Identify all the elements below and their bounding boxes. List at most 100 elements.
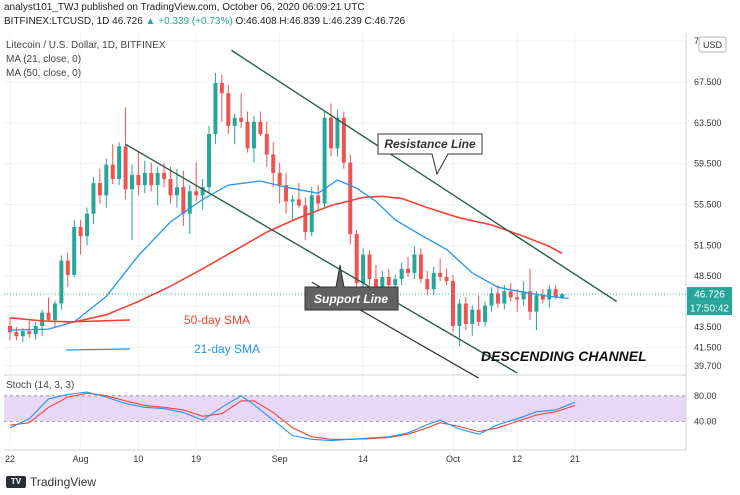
candle-body bbox=[322, 117, 327, 204]
candle-body bbox=[8, 325, 12, 333]
candle-body bbox=[483, 305, 488, 322]
stoch-legend[interactable]: Stoch (14, 3, 3) bbox=[6, 380, 74, 391]
candle-body bbox=[155, 172, 160, 186]
candle-body bbox=[239, 117, 244, 122]
chart-legend: Litecoin / U.S. Dollar, 1D, BITFINEX MA … bbox=[6, 40, 166, 391]
candle-body bbox=[129, 174, 134, 190]
candle-body bbox=[14, 332, 19, 337]
time-tick-label: 10 bbox=[133, 454, 143, 464]
price-badges: 46.726 17:50:42 bbox=[687, 287, 732, 316]
candle-body bbox=[521, 291, 526, 300]
support-label: Support Line bbox=[314, 292, 388, 306]
price-axis[interactable]: 71.50067.50063.50059.50055.50051.50048.5… bbox=[694, 36, 722, 371]
candle-body bbox=[399, 268, 404, 280]
ma21-legend[interactable]: MA (21, close, 0) bbox=[6, 54, 81, 65]
time-tick-label: Sep bbox=[272, 454, 288, 464]
ma50-legend[interactable]: MA (50, close, 0) bbox=[6, 68, 81, 79]
candle-body bbox=[547, 289, 552, 300]
candle-body bbox=[406, 268, 411, 273]
candle-body bbox=[354, 234, 359, 284]
candle-body bbox=[136, 174, 141, 186]
candle-body bbox=[258, 121, 263, 135]
price-tick-label: 55.500 bbox=[694, 200, 722, 210]
stoch-k-line bbox=[9, 391, 576, 442]
candle-body bbox=[104, 164, 109, 196]
candle-body bbox=[78, 226, 83, 237]
candle-body bbox=[52, 303, 57, 320]
price-tick-label: 39.700 bbox=[694, 361, 722, 371]
candle-body bbox=[284, 185, 289, 202]
candle-body bbox=[431, 272, 436, 290]
candle-body bbox=[534, 295, 539, 312]
candle-body bbox=[495, 293, 500, 304]
channel-label: DESCENDING CHANNEL bbox=[481, 348, 647, 364]
candle-body bbox=[329, 117, 333, 149]
candle-body bbox=[27, 331, 32, 335]
price-tick-label: 48.500 bbox=[694, 271, 722, 281]
vertical-grid bbox=[9, 33, 576, 447]
candle-body bbox=[425, 279, 430, 290]
candle-body bbox=[457, 303, 462, 326]
main-pane[interactable] bbox=[4, 33, 686, 375]
candle-body bbox=[97, 183, 102, 196]
candle-body bbox=[149, 172, 154, 186]
candle-body bbox=[341, 117, 346, 163]
candle-body bbox=[271, 154, 276, 173]
price-tick-label: 63.500 bbox=[694, 118, 722, 128]
sma21-label: 21-day SMA bbox=[194, 342, 260, 356]
symbol-line: BITFINEX:LTCUSD, 1D 46.726 ▲ +0.339 (+0.… bbox=[4, 16, 405, 27]
candle-body bbox=[476, 309, 481, 322]
candle-body bbox=[110, 164, 115, 179]
candle-body bbox=[232, 117, 237, 126]
candle-body bbox=[59, 260, 64, 304]
candle-body bbox=[316, 195, 321, 204]
resistance-trendline bbox=[231, 49, 618, 303]
stoch-axis: 80.00 40.00 bbox=[694, 391, 717, 427]
stoch-band bbox=[4, 395, 686, 422]
candle-body bbox=[348, 162, 353, 235]
candle-body bbox=[20, 331, 25, 337]
candle-body bbox=[226, 93, 231, 126]
stoch-d-line bbox=[9, 392, 576, 440]
candle-body bbox=[162, 172, 167, 179]
candle-body bbox=[65, 260, 70, 275]
chart-header: analyst101_TWJ published on TradingView.… bbox=[0, 0, 740, 32]
candle-body bbox=[187, 191, 192, 214]
support-callout: Support Line bbox=[304, 264, 399, 311]
stoch-level-label: 40.00 bbox=[694, 416, 717, 426]
time-tick-label: 12 bbox=[512, 454, 522, 464]
time-axis[interactable]: 22 Aug 10 19 Sep 14 Oct 12 21 bbox=[5, 454, 580, 464]
time-tick-label: 19 bbox=[191, 454, 201, 464]
candle-body bbox=[290, 199, 295, 202]
countdown-badge: 17:50:42 bbox=[690, 304, 729, 315]
ma50-line bbox=[9, 195, 563, 323]
candle-body bbox=[72, 226, 77, 275]
candle-body bbox=[213, 83, 218, 135]
time-tick-label: 21 bbox=[570, 454, 580, 464]
candle-body bbox=[463, 303, 468, 324]
candle-body bbox=[277, 172, 282, 186]
price-tick-label: 41.500 bbox=[694, 342, 722, 352]
time-tick-label: Oct bbox=[446, 454, 461, 464]
candle-body bbox=[528, 291, 533, 312]
candle-body bbox=[450, 281, 455, 326]
candle-body bbox=[117, 146, 122, 179]
time-tick-label: 22 bbox=[5, 454, 15, 464]
tv-mark-icon: TV bbox=[6, 476, 26, 488]
candle-body bbox=[174, 187, 179, 196]
candle-body bbox=[412, 254, 417, 273]
candle-body bbox=[91, 183, 96, 214]
ohlc-values: O:46.408 H:46.839 L:46.239 C:46.726 bbox=[235, 16, 406, 27]
candle-body bbox=[367, 254, 372, 280]
currency-badge[interactable]: USD bbox=[698, 36, 727, 53]
candle-body bbox=[264, 134, 269, 155]
symbol[interactable]: BITFINEX:LTCUSD, 1D bbox=[4, 16, 110, 27]
candle-body bbox=[515, 297, 520, 300]
tradingview-logo[interactable]: TV TradingView bbox=[6, 475, 96, 489]
candle-body bbox=[200, 187, 205, 196]
candle-body bbox=[194, 191, 199, 196]
candle-body bbox=[85, 213, 90, 237]
price-tick-label: 51.500 bbox=[694, 240, 722, 250]
candle-body bbox=[40, 312, 45, 326]
